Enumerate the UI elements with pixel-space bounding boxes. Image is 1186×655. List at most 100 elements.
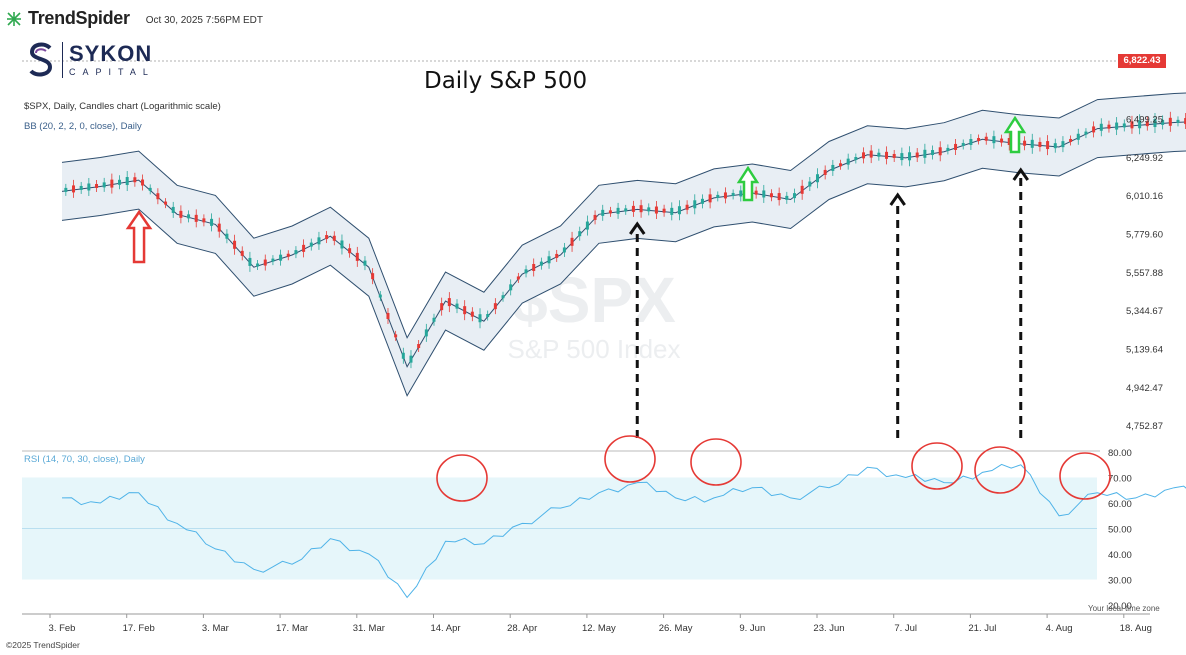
candle [424,329,428,337]
candle [700,198,704,204]
candle [1023,140,1027,146]
candle [938,147,942,156]
candle [869,150,873,158]
candle [923,149,927,158]
candle [417,344,421,349]
candle [248,257,252,266]
candle [1161,119,1165,125]
candle [677,206,681,215]
candle [1053,143,1057,149]
candle [302,244,306,252]
candle [217,223,221,232]
candle [1038,141,1042,147]
price-tick-label: 6,499.25 [1126,115,1163,126]
candle [585,221,589,230]
candle [1107,124,1111,129]
candle [1122,123,1126,128]
x-tick-label: 17. Feb [123,623,155,634]
candle [95,184,99,189]
candle [915,152,919,158]
candle [432,317,436,322]
candle [931,150,935,156]
candle [470,311,474,317]
x-tick-label: 21. Jul [968,623,996,634]
candle [961,142,965,146]
spider-logo-icon [7,11,21,26]
candle [593,214,597,220]
candle [1130,121,1134,129]
candle [654,206,658,214]
green-up-arrow [1003,115,1027,154]
candle [539,261,543,266]
candle [394,334,398,338]
candle [409,355,413,363]
candle [631,205,635,212]
rsi-tick-label: 30.00 [1108,576,1132,587]
price-tick-label: 4,752.87 [1126,421,1163,432]
candle [401,352,405,359]
candle [792,193,796,199]
watermark-name: S&P 500 Index [508,334,681,364]
candle [601,209,605,216]
rsi-tick-label: 60.00 [1108,499,1132,510]
copyright: ©2025 TrendSpider [6,640,80,650]
price-tick-label: 5,557.88 [1126,268,1163,279]
chart-subtitle: $SPX, Daily, Candles chart (Logarithmic … [24,101,221,112]
brand-name: TrendSpider [28,8,130,28]
price-tick-label: 4,942.47 [1126,383,1163,394]
candle [877,152,881,157]
candle [708,194,712,203]
candle [164,201,168,205]
candle [578,231,582,237]
bb-indicator-label[interactable]: BB (20, 2, 2, 0, close), Daily [24,121,142,132]
candle [570,237,574,246]
rsi-circle-annotation [436,454,488,502]
local-time-note: Your local time zone [1088,604,1160,613]
candle [616,207,620,214]
candle [977,138,981,142]
candle [501,295,505,299]
candle [731,192,735,196]
rsi-circle-annotation [974,446,1026,494]
x-tick-label: 23. Jun [813,623,844,634]
candle [87,183,91,191]
candle [785,195,789,200]
logo-subtitle: CAPITAL [69,67,155,77]
black-dashed-arrow [889,192,906,438]
candle [892,153,896,158]
logo-divider [62,42,63,78]
header: TrendSpider Oct 30, 2025 7:56PM EDT [6,8,263,29]
candle [179,210,183,218]
candle [954,143,958,150]
candle [509,284,513,291]
x-tick-label: 4. Aug [1046,623,1073,634]
candle [133,177,137,183]
rsi-circle-annotation [911,442,963,490]
candle [1138,120,1142,129]
candle [1076,133,1080,140]
bollinger-upper [61,92,1186,339]
candle [263,259,267,266]
candle [808,181,812,187]
candle [846,158,850,165]
candle [325,235,329,240]
candle [1115,122,1119,130]
x-tick-label: 12. May [582,623,616,634]
last-price-tag: 6,822.43 [1118,54,1166,68]
bollinger-lower [61,150,1186,397]
candle [309,242,313,247]
candle [125,177,129,186]
x-tick-label: 3. Mar [202,623,229,634]
candle [1176,119,1180,123]
rsi-indicator-label[interactable]: RSI (14, 70, 30, close), Daily [24,454,145,465]
rsi-tick-label: 80.00 [1108,448,1132,459]
red-up-arrow [125,209,153,264]
black-dashed-arrow-head [629,221,646,235]
candle [532,263,536,271]
candle [1030,139,1034,148]
rsi-tick-label: 50.00 [1108,525,1132,536]
candle [256,263,260,267]
candle [670,207,674,215]
candle [762,190,766,198]
